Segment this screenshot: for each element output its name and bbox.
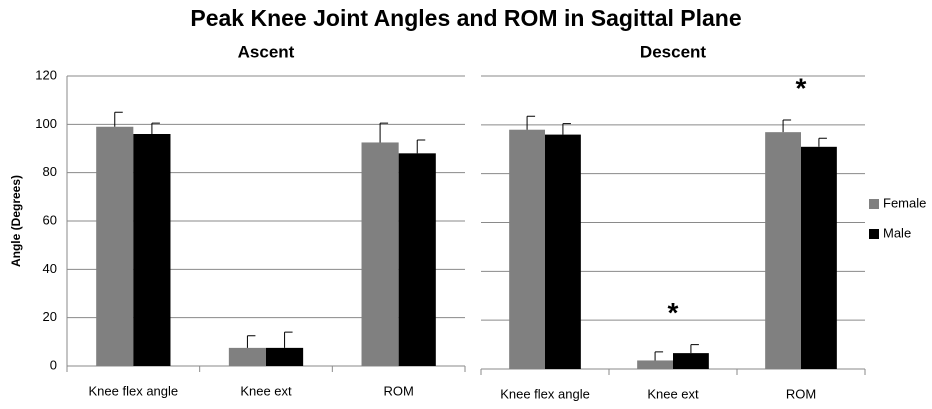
x-tick-label: Knee flex angle xyxy=(89,383,179,398)
y-tick-label: 120 xyxy=(35,67,57,82)
bar xyxy=(228,347,266,366)
error-bar xyxy=(151,122,160,134)
y-tick-label: 60 xyxy=(43,212,57,227)
annotation: * xyxy=(668,297,679,328)
panel-title: Descent xyxy=(640,42,706,61)
y-tick-label: 40 xyxy=(43,261,57,276)
error-bar xyxy=(562,123,571,135)
error-bar xyxy=(690,344,699,354)
annotation: * xyxy=(796,72,807,103)
error-bar xyxy=(818,137,827,147)
error-bar xyxy=(284,331,293,348)
bar xyxy=(361,142,399,366)
y-tick-label: 100 xyxy=(35,116,57,131)
y-axis-label: Angle (Degrees) xyxy=(9,175,23,267)
error-bar xyxy=(526,115,536,130)
x-tick-label: ROM xyxy=(383,383,413,398)
x-tick-label: ROM xyxy=(786,386,816,401)
legend-swatch xyxy=(869,199,879,209)
bar xyxy=(545,134,581,369)
bar xyxy=(509,129,545,369)
error-bar xyxy=(416,139,426,154)
error-bar xyxy=(114,111,123,127)
error-bar xyxy=(379,122,389,143)
bar xyxy=(398,153,436,366)
bar xyxy=(96,126,134,366)
legend-label: Male xyxy=(883,225,911,240)
panel-title: Ascent xyxy=(238,42,295,61)
bar xyxy=(765,132,801,369)
legend-label: Female xyxy=(883,195,926,210)
y-tick-label: 20 xyxy=(43,309,57,324)
bar xyxy=(133,134,171,366)
bar xyxy=(266,347,304,366)
error-bar xyxy=(246,335,256,348)
error-bar xyxy=(654,351,664,361)
error-bar xyxy=(782,119,792,133)
x-tick-label: Knee ext xyxy=(647,386,699,401)
x-tick-label: Knee ext xyxy=(240,383,292,398)
x-tick-label: Knee flex angle xyxy=(500,386,590,401)
y-tick-label: 0 xyxy=(50,357,57,372)
y-tick-label: 80 xyxy=(43,164,57,179)
bar xyxy=(801,146,837,369)
legend-swatch xyxy=(869,229,879,239)
bar xyxy=(637,360,673,369)
chart-title: Peak Knee Joint Angles and ROM in Sagitt… xyxy=(190,5,741,31)
bar xyxy=(673,353,709,369)
